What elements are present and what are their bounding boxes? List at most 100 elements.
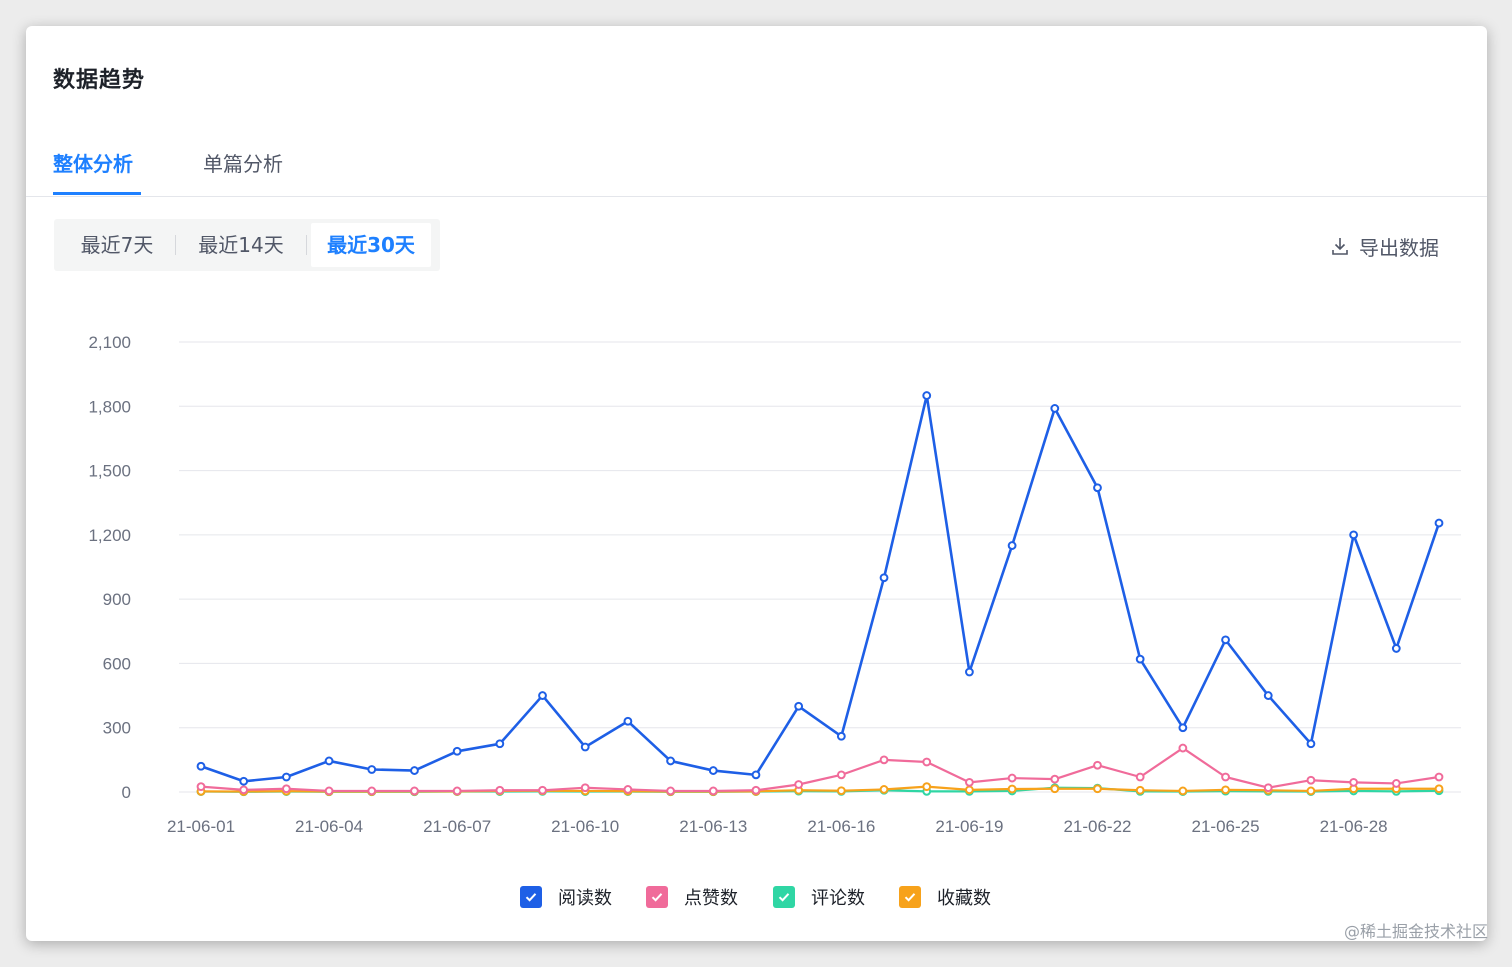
tab-single-article-analysis[interactable]: 单篇分析 bbox=[203, 152, 283, 176]
data-point-read bbox=[495, 739, 505, 749]
download-icon bbox=[1332, 238, 1348, 255]
data-point-like bbox=[922, 757, 932, 767]
data-point-like bbox=[1221, 772, 1230, 782]
data-point-like bbox=[410, 786, 419, 796]
legend-checkbox-likes[interactable] bbox=[646, 886, 668, 908]
data-point-read bbox=[1050, 404, 1060, 413]
check-icon bbox=[904, 893, 916, 902]
data-point-read bbox=[751, 770, 761, 780]
data-point-read bbox=[922, 391, 932, 400]
page-title: 数据趋势 bbox=[53, 68, 146, 93]
data-point-read bbox=[1391, 644, 1401, 653]
data-point-like bbox=[879, 755, 889, 765]
x-tick-label: 21-06-07 bbox=[423, 817, 491, 836]
data-point-read bbox=[1263, 691, 1273, 700]
y-tick-label: 1,500 bbox=[88, 462, 131, 481]
data-point-like bbox=[965, 777, 974, 787]
x-tick-label: 21-06-22 bbox=[1063, 817, 1131, 836]
data-point-read bbox=[1349, 530, 1359, 540]
legend-item-reads[interactable]: 阅读数 bbox=[520, 884, 612, 910]
data-point-collect bbox=[1050, 784, 1060, 794]
data-point-like bbox=[1263, 783, 1273, 793]
data-point-like bbox=[1093, 760, 1102, 770]
analysis-tabs: 整体分析 单篇分析 bbox=[26, 144, 1487, 197]
data-point-read bbox=[1007, 541, 1017, 550]
range-divider bbox=[306, 235, 307, 255]
legend-label-reads: 阅读数 bbox=[558, 888, 612, 909]
export-data-label: 导出数据 bbox=[1359, 235, 1439, 260]
x-tick-label: 21-06-01 bbox=[167, 817, 235, 836]
range-14-days-button[interactable]: 最近14天 bbox=[198, 233, 284, 257]
data-point-like bbox=[1306, 775, 1316, 785]
legend-checkbox-comments[interactable] bbox=[773, 886, 795, 908]
data-point-like bbox=[1349, 777, 1359, 787]
data-point-like bbox=[623, 785, 633, 794]
data-point-like bbox=[495, 785, 505, 795]
data-point-read bbox=[196, 761, 206, 771]
range-7-days-button[interactable]: 最近7天 bbox=[80, 233, 154, 257]
x-tick-label: 21-06-16 bbox=[807, 817, 875, 836]
tab-overall-analysis[interactable]: 整体分析 bbox=[53, 152, 133, 176]
data-point-read bbox=[452, 746, 462, 756]
data-point-read bbox=[1135, 654, 1145, 664]
data-point-like bbox=[239, 785, 249, 795]
legend-label-collections: 收藏数 bbox=[937, 888, 991, 909]
data-point-like bbox=[538, 785, 547, 795]
data-point-read bbox=[623, 716, 633, 726]
legend-item-comments[interactable]: 评论数 bbox=[773, 884, 865, 910]
data-point-like bbox=[452, 786, 462, 796]
check-icon bbox=[525, 893, 537, 902]
series-line-read bbox=[200, 394, 1441, 783]
data-point-like bbox=[1391, 779, 1401, 788]
export-data-button[interactable]: 导出数据 bbox=[1331, 231, 1439, 261]
legend-item-collections[interactable]: 收藏数 bbox=[899, 884, 991, 910]
data-point-collect bbox=[1135, 785, 1145, 795]
data-point-collect bbox=[836, 786, 846, 796]
data-point-like bbox=[367, 786, 377, 796]
x-tick-label: 21-06-13 bbox=[679, 817, 747, 836]
data-point-like bbox=[708, 786, 718, 796]
data-point-collect bbox=[1434, 784, 1444, 794]
legend-label-likes: 点赞数 bbox=[684, 888, 738, 909]
data-point-read bbox=[965, 667, 974, 677]
data-point-read bbox=[1093, 483, 1102, 493]
data-point-read bbox=[666, 756, 675, 766]
data-point-like bbox=[281, 784, 291, 794]
range-divider bbox=[175, 235, 176, 255]
x-tick-label: 21-06-28 bbox=[1320, 817, 1388, 836]
data-point-read bbox=[1178, 723, 1188, 733]
chart-legend: 阅读数 点赞数 评论数 收藏数 bbox=[26, 884, 1487, 914]
data-point-read bbox=[580, 742, 590, 752]
data-point-like bbox=[1434, 772, 1444, 782]
trend-line-chart: 0 300 600 900 1,200 1,500 1,800 2,100 21-06-01 21… bbox=[88, 333, 1461, 836]
x-tick-label: 21-06-25 bbox=[1192, 817, 1260, 836]
legend-checkbox-collections[interactable] bbox=[899, 886, 921, 908]
range-30-days-button[interactable]: 最近30天 bbox=[311, 223, 431, 267]
data-point-like bbox=[836, 770, 846, 780]
legend-item-likes[interactable]: 点赞数 bbox=[646, 884, 738, 910]
y-tick-label: 0 bbox=[122, 783, 131, 802]
data-point-read bbox=[239, 776, 249, 786]
data-point-collect bbox=[1221, 785, 1230, 795]
data-point-like bbox=[666, 786, 675, 796]
data-point-collect bbox=[922, 782, 932, 792]
x-tick-label: 21-06-04 bbox=[295, 817, 363, 836]
data-point-read bbox=[879, 573, 889, 583]
y-tick-label: 2,100 bbox=[88, 333, 131, 352]
data-point-read bbox=[1434, 518, 1444, 528]
legend-checkbox-reads[interactable] bbox=[520, 886, 542, 908]
y-tick-label: 1,800 bbox=[88, 397, 131, 416]
data-point-collect bbox=[879, 785, 889, 794]
data-point-read bbox=[794, 701, 804, 711]
legend-label-comments: 评论数 bbox=[811, 888, 865, 909]
data-point-read bbox=[367, 765, 377, 774]
data-point-collect bbox=[1178, 786, 1188, 796]
check-icon bbox=[778, 893, 790, 902]
data-point-like bbox=[751, 785, 761, 795]
data-point-read bbox=[1306, 739, 1316, 749]
data-point-like bbox=[1135, 772, 1145, 782]
data-point-read bbox=[836, 731, 846, 741]
data-point-like bbox=[324, 786, 334, 796]
data-point-like bbox=[1178, 743, 1188, 753]
data-point-like bbox=[196, 782, 206, 792]
